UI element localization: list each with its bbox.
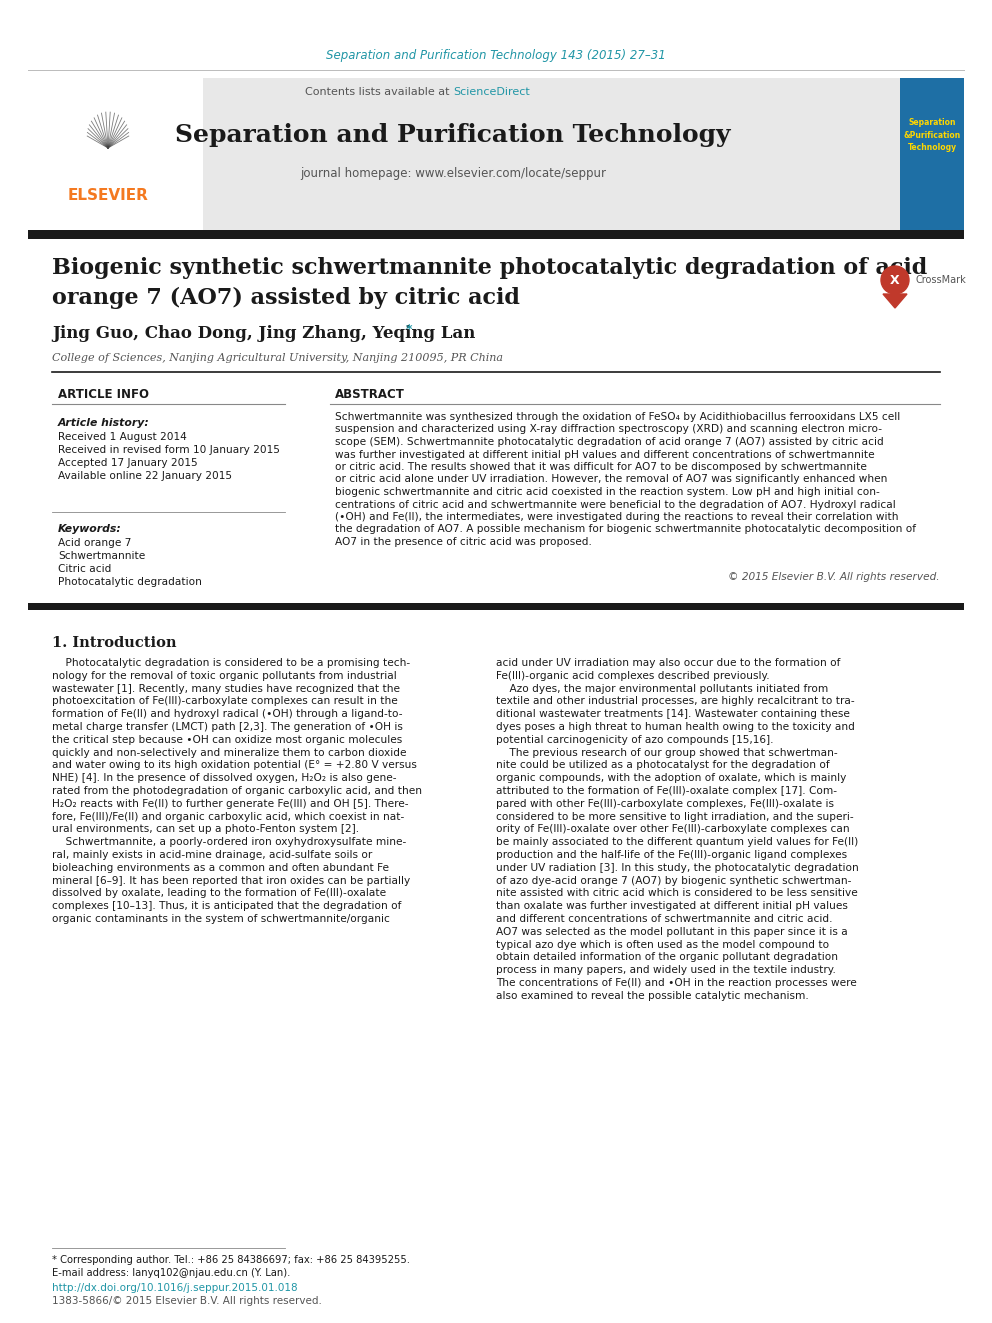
Text: and water owing to its high oxidation potential (E° = +2.80 V versus: and water owing to its high oxidation po… — [52, 761, 417, 770]
Text: ural environments, can set up a photo-Fenton system [2].: ural environments, can set up a photo-Fe… — [52, 824, 359, 835]
Text: nite could be utilized as a photocatalyst for the degradation of: nite could be utilized as a photocatalys… — [496, 761, 829, 770]
Text: typical azo dye which is often used as the model compound to: typical azo dye which is often used as t… — [496, 939, 829, 950]
Text: the critical step because •OH can oxidize most organic molecules: the critical step because •OH can oxidiz… — [52, 734, 402, 745]
Text: or citric acid alone under UV irradiation. However, the removal of AO7 was signi: or citric acid alone under UV irradiatio… — [335, 475, 888, 484]
Text: 1383-5866/© 2015 Elsevier B.V. All rights reserved.: 1383-5866/© 2015 Elsevier B.V. All right… — [52, 1297, 321, 1306]
Bar — [28, 603, 964, 610]
Text: H₂O₂ reacts with Fe(II) to further generate Fe(III) and OH [5]. There-: H₂O₂ reacts with Fe(II) to further gener… — [52, 799, 409, 808]
Text: textile and other industrial processes, are highly recalcitrant to tra-: textile and other industrial processes, … — [496, 696, 855, 706]
Text: mineral [6–9]. It has been reported that iron oxides can be partially: mineral [6–9]. It has been reported that… — [52, 876, 411, 885]
Text: Separation and Purification Technology 143 (2015) 27–31: Separation and Purification Technology 1… — [326, 49, 666, 61]
Text: and different concentrations of schwertmannite and citric acid.: and different concentrations of schwertm… — [496, 914, 832, 923]
Text: 1. Introduction: 1. Introduction — [52, 636, 177, 650]
Text: Article history:: Article history: — [58, 418, 150, 429]
Text: Schwertmannite was synthesized through the oxidation of FeSO₄ by Acidithiobacill: Schwertmannite was synthesized through t… — [335, 411, 901, 422]
Text: organic contaminants in the system of schwertmannite/organic: organic contaminants in the system of sc… — [52, 914, 390, 923]
Text: orange 7 (AO7) assisted by citric acid: orange 7 (AO7) assisted by citric acid — [52, 287, 520, 310]
Text: wastewater [1]. Recently, many studies have recognized that the: wastewater [1]. Recently, many studies h… — [52, 684, 400, 693]
Polygon shape — [883, 294, 907, 308]
Text: Available online 22 January 2015: Available online 22 January 2015 — [58, 471, 232, 482]
Text: ARTICLE INFO: ARTICLE INFO — [58, 389, 149, 401]
Text: under UV radiation [3]. In this study, the photocatalytic degradation: under UV radiation [3]. In this study, t… — [496, 863, 859, 873]
Text: potential carcinogenicity of azo compounds [15,16].: potential carcinogenicity of azo compoun… — [496, 734, 774, 745]
Bar — [28, 78, 900, 230]
Text: production and the half-life of the Fe(III)-organic ligand complexes: production and the half-life of the Fe(I… — [496, 849, 847, 860]
Circle shape — [881, 266, 909, 294]
Text: (•OH) and Fe(II), the intermediates, were investigated during the reactions to r: (•OH) and Fe(II), the intermediates, wer… — [335, 512, 899, 523]
Text: Schwertmannite, a poorly-ordered iron oxyhydroxysulfate mine-: Schwertmannite, a poorly-ordered iron ox… — [52, 837, 407, 847]
Text: Separation and Purification Technology: Separation and Purification Technology — [176, 123, 731, 147]
Text: The previous research of our group showed that schwertman-: The previous research of our group showe… — [496, 747, 837, 758]
Text: complexes [10–13]. Thus, it is anticipated that the degradation of: complexes [10–13]. Thus, it is anticipat… — [52, 901, 402, 912]
Text: E-mail address: lanyq102@njau.edu.cn (Y. Lan).: E-mail address: lanyq102@njau.edu.cn (Y.… — [52, 1267, 291, 1278]
Text: Acid orange 7: Acid orange 7 — [58, 538, 131, 548]
Text: was further investigated at different initial pH values and different concentrat: was further investigated at different in… — [335, 450, 875, 459]
Text: organic compounds, with the adoption of oxalate, which is mainly: organic compounds, with the adoption of … — [496, 773, 846, 783]
Text: ELSEVIER: ELSEVIER — [67, 188, 149, 202]
Text: nology for the removal of toxic organic pollutants from industrial: nology for the removal of toxic organic … — [52, 671, 397, 681]
Bar — [900, 78, 964, 230]
Text: Biogenic synthetic schwertmannite photocatalytic degradation of acid: Biogenic synthetic schwertmannite photoc… — [52, 257, 928, 279]
Text: Photocatalytic degradation: Photocatalytic degradation — [58, 577, 202, 587]
Text: AO7 in the presence of citric acid was proposed.: AO7 in the presence of citric acid was p… — [335, 537, 592, 546]
Text: Keywords:: Keywords: — [58, 524, 122, 534]
Text: acid under UV irradiation may also occur due to the formation of: acid under UV irradiation may also occur… — [496, 658, 840, 668]
Text: scope (SEM). Schwertmannite photocatalytic degradation of acid orange 7 (AO7) as: scope (SEM). Schwertmannite photocatalyt… — [335, 437, 884, 447]
Text: dyes poses a high threat to human health owing to the toxicity and: dyes poses a high threat to human health… — [496, 722, 855, 732]
Text: dissolved by oxalate, leading to the formation of Fe(III)-oxalate: dissolved by oxalate, leading to the for… — [52, 889, 386, 898]
Text: photoexcitation of Fe(III)-carboxylate complexes can result in the: photoexcitation of Fe(III)-carboxylate c… — [52, 696, 398, 706]
Text: ority of Fe(III)-oxalate over other Fe(III)-carboxylate complexes can: ority of Fe(III)-oxalate over other Fe(I… — [496, 824, 849, 835]
Text: bioleaching environments as a common and often abundant Fe: bioleaching environments as a common and… — [52, 863, 389, 873]
Text: suspension and characterized using X-ray diffraction spectroscopy (XRD) and scan: suspension and characterized using X-ray… — [335, 425, 882, 434]
Text: formation of Fe(II) and hydroxyl radical (•OH) through a ligand-to-: formation of Fe(II) and hydroxyl radical… — [52, 709, 403, 720]
Text: ABSTRACT: ABSTRACT — [335, 389, 405, 401]
Text: Photocatalytic degradation is considered to be a promising tech-: Photocatalytic degradation is considered… — [52, 658, 410, 668]
Text: Citric acid: Citric acid — [58, 564, 111, 574]
Text: © 2015 Elsevier B.V. All rights reserved.: © 2015 Elsevier B.V. All rights reserved… — [728, 572, 940, 582]
Text: also examined to reveal the possible catalytic mechanism.: also examined to reveal the possible cat… — [496, 991, 808, 1000]
Text: nite assisted with citric acid which is considered to be less sensitive: nite assisted with citric acid which is … — [496, 889, 858, 898]
Text: *: * — [406, 324, 413, 336]
Text: ral, mainly exists in acid-mine drainage, acid-sulfate soils or: ral, mainly exists in acid-mine drainage… — [52, 849, 372, 860]
Text: * Corresponding author. Tel.: +86 25 84386697; fax: +86 25 84395255.: * Corresponding author. Tel.: +86 25 843… — [52, 1256, 410, 1265]
Text: be mainly associated to the different quantum yield values for Fe(II): be mainly associated to the different qu… — [496, 837, 858, 847]
Text: Schwertmannite: Schwertmannite — [58, 550, 145, 561]
Text: Received 1 August 2014: Received 1 August 2014 — [58, 433, 186, 442]
Text: AO7 was selected as the model pollutant in this paper since it is a: AO7 was selected as the model pollutant … — [496, 927, 848, 937]
Text: considered to be more sensitive to light irradiation, and the superi-: considered to be more sensitive to light… — [496, 811, 854, 822]
Text: metal charge transfer (LMCT) path [2,3]. The generation of •OH is: metal charge transfer (LMCT) path [2,3].… — [52, 722, 403, 732]
Text: the degradation of AO7. A possible mechanism for biogenic schwertmannite photoca: the degradation of AO7. A possible mecha… — [335, 524, 916, 534]
Text: Jing Guo, Chao Dong, Jing Zhang, Yeqing Lan: Jing Guo, Chao Dong, Jing Zhang, Yeqing … — [52, 325, 475, 343]
Text: X: X — [890, 274, 900, 287]
Text: Received in revised form 10 January 2015: Received in revised form 10 January 2015 — [58, 445, 280, 455]
Text: journal homepage: www.elsevier.com/locate/seppur: journal homepage: www.elsevier.com/locat… — [300, 167, 606, 180]
Bar — [28, 230, 964, 239]
Bar — [28, 78, 203, 230]
Text: fore, Fe(III)/Fe(II) and organic carboxylic acid, which coexist in nat-: fore, Fe(III)/Fe(II) and organic carboxy… — [52, 811, 405, 822]
Text: Azo dyes, the major environmental pollutants initiated from: Azo dyes, the major environmental pollut… — [496, 684, 828, 693]
Text: process in many papers, and widely used in the textile industry.: process in many papers, and widely used … — [496, 966, 836, 975]
Text: NHE) [4]. In the presence of dissolved oxygen, H₂O₂ is also gene-: NHE) [4]. In the presence of dissolved o… — [52, 773, 397, 783]
Text: centrations of citric acid and schwertmannite were beneficial to the degradation: centrations of citric acid and schwertma… — [335, 500, 896, 509]
Text: pared with other Fe(III)-carboxylate complexes, Fe(III)-oxalate is: pared with other Fe(III)-carboxylate com… — [496, 799, 834, 808]
Text: biogenic schwertmannite and citric acid coexisted in the reaction system. Low pH: biogenic schwertmannite and citric acid … — [335, 487, 880, 497]
Text: of azo dye-acid orange 7 (AO7) by biogenic synthetic schwertman-: of azo dye-acid orange 7 (AO7) by biogen… — [496, 876, 851, 885]
Text: http://dx.doi.org/10.1016/j.seppur.2015.01.018: http://dx.doi.org/10.1016/j.seppur.2015.… — [52, 1283, 298, 1293]
Text: rated from the photodegradation of organic carboxylic acid, and then: rated from the photodegradation of organ… — [52, 786, 422, 796]
Text: ditional wastewater treatments [14]. Wastewater containing these: ditional wastewater treatments [14]. Was… — [496, 709, 850, 720]
Text: CrossMark: CrossMark — [915, 275, 966, 284]
Text: College of Sciences, Nanjing Agricultural University, Nanjing 210095, PR China: College of Sciences, Nanjing Agricultura… — [52, 353, 503, 363]
Text: obtain detailed information of the organic pollutant degradation: obtain detailed information of the organ… — [496, 953, 838, 962]
Text: than oxalate was further investigated at different initial pH values: than oxalate was further investigated at… — [496, 901, 848, 912]
Text: The concentrations of Fe(II) and •OH in the reaction processes were: The concentrations of Fe(II) and •OH in … — [496, 978, 857, 988]
Text: ScienceDirect: ScienceDirect — [453, 87, 530, 97]
Text: Accepted 17 January 2015: Accepted 17 January 2015 — [58, 458, 197, 468]
Text: Contents lists available at: Contents lists available at — [305, 87, 453, 97]
Text: Fe(III)-organic acid complexes described previously.: Fe(III)-organic acid complexes described… — [496, 671, 770, 681]
Text: Separation
&Purification
Technology: Separation &Purification Technology — [904, 118, 960, 152]
Text: quickly and non-selectively and mineralize them to carbon dioxide: quickly and non-selectively and minerali… — [52, 747, 407, 758]
Text: or citric acid. The results showed that it was difficult for AO7 to be discompos: or citric acid. The results showed that … — [335, 462, 867, 472]
Text: attributed to the formation of Fe(III)-oxalate complex [17]. Com-: attributed to the formation of Fe(III)-o… — [496, 786, 837, 796]
